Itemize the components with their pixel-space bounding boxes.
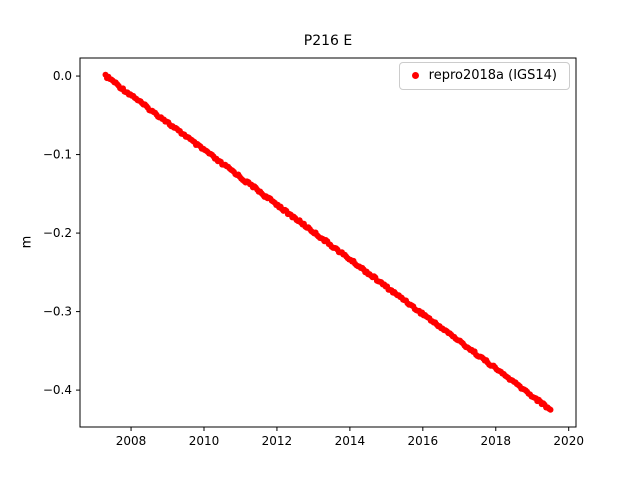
svg-text:−0.2: −0.2 (43, 226, 72, 240)
y-axis-ticks: 0.0 −0.1 −0.2 −0.3 −0.4 (43, 69, 80, 397)
chart-title: P216 E (303, 33, 353, 49)
svg-text:2018: 2018 (480, 434, 511, 448)
svg-text:2008: 2008 (116, 434, 147, 448)
x-axis-ticks: 2008 2010 2012 2014 2016 2018 2020 (116, 427, 584, 448)
legend-label: repro2018a (IGS14) (428, 68, 557, 83)
svg-text:2012: 2012 (262, 434, 293, 448)
svg-text:2020: 2020 (553, 434, 584, 448)
scatter-series (102, 71, 554, 413)
svg-text:2016: 2016 (408, 434, 439, 448)
legend-marker-icon (411, 72, 419, 79)
svg-text:2014: 2014 (335, 434, 366, 448)
legend: repro2018a (IGS14) (398, 62, 570, 90)
svg-text:−0.4: −0.4 (43, 383, 72, 397)
svg-text:0.0: 0.0 (53, 69, 72, 83)
svg-text:2010: 2010 (189, 434, 220, 448)
svg-text:−0.1: −0.1 (43, 148, 72, 162)
axes-spines (79, 57, 577, 428)
svg-text:−0.3: −0.3 (43, 305, 72, 319)
